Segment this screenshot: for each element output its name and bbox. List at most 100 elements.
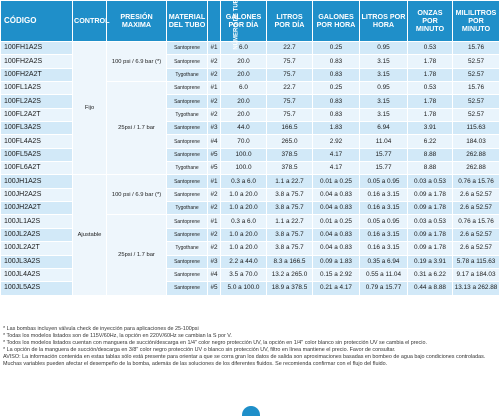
liters-per-hour-cell: 0.16 a 3.15: [359, 241, 408, 256]
table-row: 100JL1A2S 25psi / 1.7 bar Santoprene #1 0.3 …: [0, 214, 500, 296]
tube-number-cell: #2: [207, 54, 221, 69]
max-pressure-cell: 100 psi / 6.9 bar (*): [106, 174, 167, 216]
table-row: 100JH1A2S Ajustable 100 psi / 6.9 bar (*) S…: [0, 174, 500, 296]
liters-per-hour-cell: 15.77: [359, 161, 408, 176]
tube-material-cell: Tygothane: [166, 107, 208, 123]
gallons-per-day-cell: 2.2 a 44.0: [220, 254, 267, 269]
gallons-per-hour-cell: 0.04 a 0.83: [312, 241, 360, 256]
tube-material-cell: Santoprene: [166, 54, 208, 69]
ounces-per-minute-cell: 0.31 a 6.22: [407, 267, 453, 283]
milliliters-per-minute-cell: 15.76: [452, 40, 500, 56]
table-row: 100FL5A2S Santoprene #5 100.0 378.5 4.17 15.77…: [0, 147, 500, 163]
tube-material-cell: Santoprene: [166, 254, 208, 269]
tube-material-cell: Santoprene: [166, 214, 208, 229]
tube-material-cell: Tygothane: [166, 161, 208, 176]
header-control: CONTROL: [72, 0, 110, 42]
control-type-cell: Ajustable: [72, 174, 107, 296]
table-row: 100JL5A2S Santoprene #5 5.0 a 100.0 18.9 a 3…: [0, 281, 500, 296]
liters-per-day-cell: 265.0: [266, 134, 313, 149]
milliliters-per-minute-cell: 2.6 a 52.57: [452, 227, 500, 243]
product-code-cell: 100FL5A2S: [0, 147, 73, 163]
product-code-cell: 100JH1A2S: [0, 174, 73, 189]
gallons-per-day-cell: 44.0: [220, 121, 267, 136]
tube-material-cell: Tygothane: [166, 241, 208, 256]
tube-number-cell: #2: [207, 241, 221, 256]
liters-per-hour-cell: 0.05 a 0.95: [359, 214, 408, 229]
tube-number-cell: #3: [207, 121, 221, 136]
table-row: 100FL2A2S Santoprene #2 20.0 75.7 0.83 3.15 1.7…: [0, 94, 500, 109]
ounces-per-minute-cell: 1.78: [407, 54, 453, 69]
gallons-per-day-cell: 5.0 a 100.0: [220, 281, 267, 296]
liters-per-day-cell: 13.2 a 265.0: [266, 267, 313, 283]
table-row: 100FL1A2S 25psi / 1.7 bar Santoprene #1 6.0 2…: [0, 81, 500, 176]
gallons-per-hour-cell: 4.17: [312, 161, 360, 176]
liters-per-day-cell: 22.7: [266, 40, 313, 56]
product-code-cell: 100JH2A2T: [0, 201, 73, 216]
liters-per-day-cell: 75.7: [266, 94, 313, 109]
gallons-per-day-cell: 3.5 a 70.0: [220, 267, 267, 283]
gallons-per-day-cell: 20.0: [220, 54, 267, 69]
tube-number-cell: #5: [207, 281, 221, 296]
tube-material-cell: Santoprene: [166, 134, 208, 149]
liters-per-day-cell: 22.7: [266, 81, 313, 96]
table-row: 100JH2A2T Tygothane #2 1.0 a 20.0 3.8 a 75.7…: [0, 201, 500, 216]
header-pressure: PRESIÓN MAXIMA: [106, 0, 167, 42]
liters-per-day-cell: 166.5: [266, 121, 313, 136]
table-row: 100JL4A2S Santoprene #4 3.5 a 70.0 13.2 a 26…: [0, 267, 500, 283]
footnote: * La opción de la manguera de succión/de…: [3, 346, 396, 353]
gallons-per-hour-cell: 0.04 a 0.83: [312, 227, 360, 243]
milliliters-per-minute-cell: 13.13 a 262.88: [452, 281, 500, 296]
tube-number-cell: #1: [207, 174, 221, 189]
liters-per-hour-cell: 3.15: [359, 94, 408, 109]
tube-material-cell: Santoprene: [166, 40, 208, 56]
gallons-per-hour-cell: 2.92: [312, 134, 360, 149]
header-tube-number: NÚMERO DE TUBO: [207, 0, 240, 49]
tube-material-cell: Santoprene: [166, 94, 208, 109]
table-row: 100JL2A2T Tygothane #2 1.0 a 20.0 3.8 a 75.7…: [0, 241, 500, 256]
table-row: 100FL3A2S Santoprene #3 44.0 166.5 1.83 6.94 3.…: [0, 121, 500, 136]
ounces-per-minute-cell: 0.09 a 1.78: [407, 187, 453, 203]
header-gallons-per-hour: GALONES POR HORA: [312, 0, 360, 42]
header-tube-material: MATERIAL DEL TUBO: [166, 0, 208, 42]
tube-number-cell: #2: [207, 187, 221, 203]
gallons-per-hour-cell: 0.04 a 0.83: [312, 201, 360, 216]
milliliters-per-minute-cell: 184.03: [452, 134, 500, 149]
tube-material-cell: Santoprene: [166, 187, 208, 203]
gallons-per-hour-cell: 0.83: [312, 67, 360, 83]
tube-number-cell: #2: [207, 67, 221, 83]
tube-material-cell: Santoprene: [166, 81, 208, 96]
liters-per-day-cell: 3.8 a 75.7: [266, 241, 313, 256]
gallons-per-day-cell: 1.0 a 20.0: [220, 187, 267, 203]
gallons-per-hour-cell: 0.25: [312, 81, 360, 96]
milliliters-per-minute-cell: 262.88: [452, 147, 500, 163]
liters-per-day-cell: 75.7: [266, 107, 313, 123]
table-row: 100FH1A2S Fijo 100 psi / 6.9 bar (*) Santop…: [0, 40, 500, 176]
tube-number-cell: #2: [207, 94, 221, 109]
liters-per-hour-cell: 0.95: [359, 40, 408, 56]
ounces-per-minute-cell: 1.78: [407, 67, 453, 83]
liters-per-day-cell: 378.5: [266, 161, 313, 176]
tube-material-cell: Santoprene: [166, 281, 208, 296]
milliliters-per-minute-cell: 2.6 a 52.57: [452, 201, 500, 216]
product-code-cell: 100JL2A2T: [0, 241, 73, 256]
tube-material-cell: Santoprene: [166, 147, 208, 163]
gallons-per-day-cell: 6.0: [220, 81, 267, 96]
product-code-cell: 100FH1A2S: [0, 40, 73, 56]
liters-per-day-cell: 75.7: [266, 54, 313, 69]
product-code-cell: 100FL4A2S: [0, 134, 73, 149]
tube-number-cell: #4: [207, 267, 221, 283]
ounces-per-minute-cell: 3.91: [407, 121, 453, 136]
tube-material-cell: Tygothane: [166, 67, 208, 83]
milliliters-per-minute-cell: 52.57: [452, 107, 500, 123]
footnotes: * Las bombas incluyen válvula check de i…: [3, 326, 497, 367]
liters-per-day-cell: 1.1 a 22.7: [266, 214, 313, 229]
product-code-cell: 100FL3A2S: [0, 121, 73, 136]
table-row: 100FL4A2S Santoprene #4 70.0 265.0 2.92 11.04 6…: [0, 134, 500, 149]
product-code-cell: 100JH2A2S: [0, 187, 73, 203]
ounces-per-minute-cell: 0.09 a 1.78: [407, 241, 453, 256]
liters-per-hour-cell: 11.04: [359, 134, 408, 149]
header-liters-per-day: LITROS POR DÍA: [266, 0, 313, 42]
ounces-per-minute-cell: 0.03 a 0.53: [407, 214, 453, 229]
table-header-row: CÓDIGO CONTROL PRESIÓN MAXIMA MATERIAL D…: [0, 0, 500, 49]
ounces-per-minute-cell: 6.22: [407, 134, 453, 149]
